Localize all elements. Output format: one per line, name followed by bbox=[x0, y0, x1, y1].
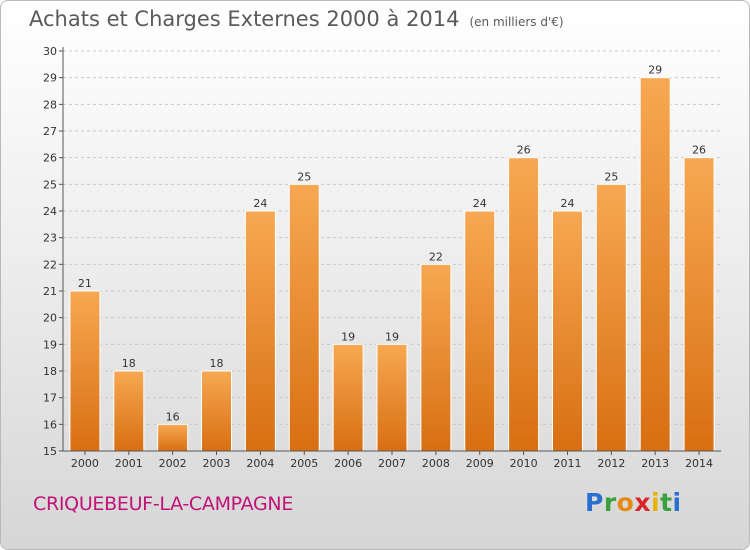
x-tick-label: 2004 bbox=[246, 457, 274, 470]
chart-title: Achats et Charges Externes 2000 à 2014 bbox=[29, 7, 460, 31]
data-label: 25 bbox=[604, 170, 618, 183]
x-tick-label: 2011 bbox=[553, 457, 581, 470]
logo-letter: i bbox=[672, 488, 682, 517]
y-tick-label: 24 bbox=[43, 205, 57, 218]
x-tick-label: 2003 bbox=[203, 457, 231, 470]
x-tick-label: 2008 bbox=[422, 457, 450, 470]
logo-letter: x bbox=[634, 488, 651, 517]
title-row: Achats et Charges Externes 2000 à 2014 (e… bbox=[29, 7, 564, 31]
y-tick-label: 20 bbox=[43, 312, 57, 325]
bar bbox=[69, 290, 101, 452]
data-label: 26 bbox=[517, 144, 531, 157]
data-label: 22 bbox=[429, 250, 443, 263]
data-label: 24 bbox=[473, 197, 487, 210]
bars bbox=[69, 77, 715, 452]
x-tick-label: 2014 bbox=[685, 457, 713, 470]
x-tick-label: 2009 bbox=[466, 457, 494, 470]
data-label: 25 bbox=[297, 170, 311, 183]
x-tick-label: 2007 bbox=[378, 457, 406, 470]
bar bbox=[244, 210, 276, 452]
chart-subtitle: (en milliers d'€) bbox=[469, 15, 564, 29]
bar bbox=[639, 77, 671, 452]
y-tick-label: 29 bbox=[43, 72, 57, 85]
data-label: 18 bbox=[210, 357, 224, 370]
bar bbox=[551, 210, 583, 452]
y-tick-label: 15 bbox=[43, 445, 57, 458]
y-tick-label: 25 bbox=[43, 178, 57, 191]
data-labels: 21 18 16 18 24 25 19 19 22 24 26 24 25 29 26 bbox=[78, 64, 706, 424]
bar bbox=[376, 343, 408, 452]
x-tick-label: 2000 bbox=[71, 457, 99, 470]
bar bbox=[595, 183, 627, 452]
data-label: 24 bbox=[253, 197, 267, 210]
data-label: 16 bbox=[166, 410, 180, 423]
y-tick-label: 18 bbox=[43, 365, 57, 378]
bar bbox=[420, 263, 452, 452]
y-tick-label: 26 bbox=[43, 152, 57, 165]
y-tick-label: 16 bbox=[43, 418, 57, 431]
bar bbox=[201, 370, 233, 452]
logo-letter: t bbox=[660, 488, 673, 517]
bar bbox=[332, 343, 364, 452]
data-label: 21 bbox=[78, 277, 92, 290]
logo-letter: r bbox=[603, 488, 617, 517]
data-label: 24 bbox=[560, 197, 574, 210]
logo-letter: i bbox=[651, 488, 661, 517]
y-tick-label: 27 bbox=[43, 125, 57, 138]
bar bbox=[113, 370, 145, 452]
bar bbox=[157, 423, 189, 452]
data-label: 18 bbox=[122, 357, 136, 370]
y-tick-label: 22 bbox=[43, 258, 57, 271]
x-tick-label: 2006 bbox=[334, 457, 362, 470]
data-label: 29 bbox=[648, 64, 662, 77]
y-axis-ticks: 15 16 17 18 19 20 21 22 23 24 25 26 27 28 29 30 bbox=[43, 45, 63, 458]
y-tick-label: 23 bbox=[43, 232, 57, 245]
data-label: 26 bbox=[692, 144, 706, 157]
x-tick-label: 2012 bbox=[597, 457, 625, 470]
logo-letter: o bbox=[616, 488, 635, 517]
bar bbox=[508, 157, 540, 452]
bar bbox=[683, 157, 715, 452]
y-tick-label: 17 bbox=[43, 392, 57, 405]
x-tick-label: 2005 bbox=[290, 457, 318, 470]
y-tick-label: 28 bbox=[43, 98, 57, 111]
bar bbox=[464, 210, 496, 452]
x-tick-label: 2010 bbox=[510, 457, 538, 470]
logo-letter: P bbox=[585, 488, 604, 517]
data-label: 19 bbox=[341, 330, 355, 343]
y-tick-label: 30 bbox=[43, 45, 57, 58]
y-tick-label: 19 bbox=[43, 338, 57, 351]
x-axis-ticks: 2000 2001 2002 2003 2004 2005 2006 2007 2008 2009… bbox=[71, 451, 713, 470]
bar bbox=[288, 183, 320, 452]
x-tick-label: 2002 bbox=[159, 457, 187, 470]
y-tick-label: 21 bbox=[43, 285, 57, 298]
data-label: 19 bbox=[385, 330, 399, 343]
place-name: CRIQUEBEUF-LA-CAMPAGNE bbox=[33, 493, 294, 515]
x-tick-label: 2013 bbox=[641, 457, 669, 470]
proxiti-logo[interactable]: Proxiti bbox=[585, 488, 682, 517]
x-tick-label: 2001 bbox=[115, 457, 143, 470]
